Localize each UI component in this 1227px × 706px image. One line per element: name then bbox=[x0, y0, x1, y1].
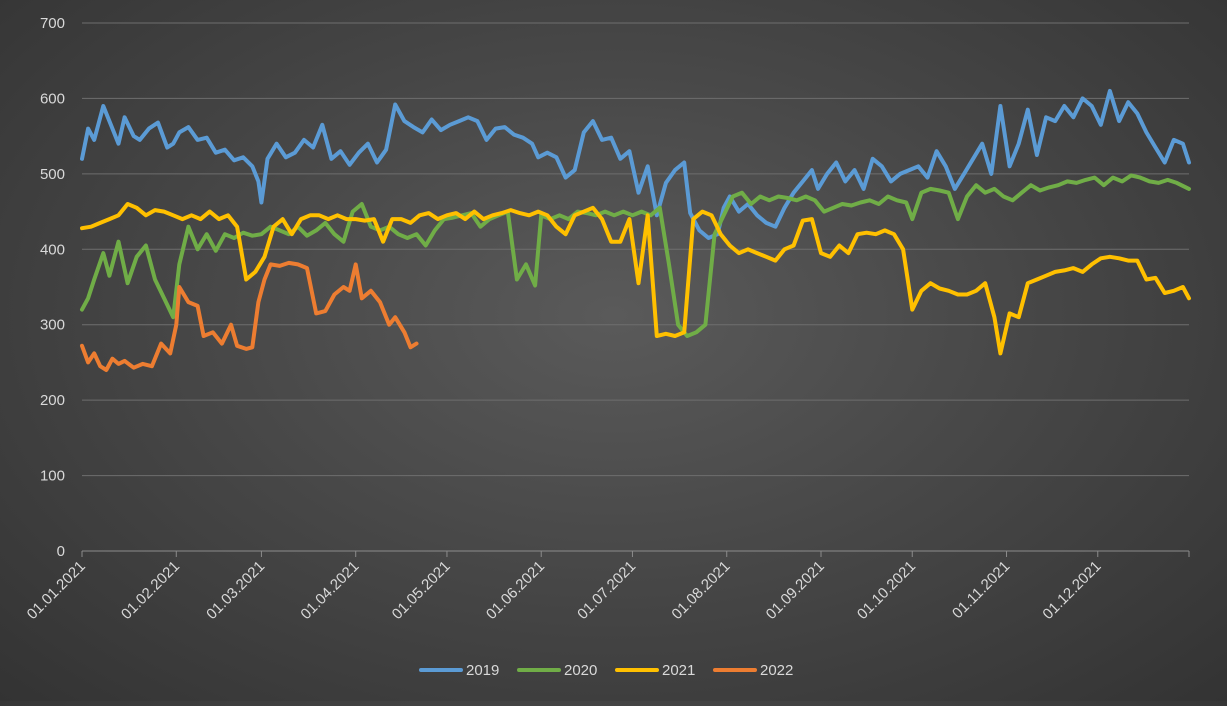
series-line-2021 bbox=[80, 202, 1191, 356]
x-tick-label: 01.04.2021 bbox=[297, 558, 362, 623]
x-tick-label: 01.10.2021 bbox=[854, 558, 919, 623]
legend-label-2020: 2020 bbox=[564, 662, 597, 679]
y-tick-label: 600 bbox=[40, 90, 65, 107]
x-tick-label: 01.11.2021 bbox=[949, 558, 1013, 622]
series-line-2020 bbox=[80, 173, 1191, 338]
x-tick-label: 01.09.2021 bbox=[763, 558, 828, 623]
series-line-2022 bbox=[80, 260, 419, 372]
x-tick-label: 01.03.2021 bbox=[203, 558, 268, 623]
series-lines bbox=[80, 88, 1191, 372]
x-tick-label: 01.12.2021 bbox=[1039, 558, 1104, 623]
y-axis: 0 100 200 300 400 500 600 700 bbox=[40, 15, 65, 560]
x-tick-label: 01.05.2021 bbox=[389, 558, 454, 623]
y-tick-label: 300 bbox=[40, 317, 65, 334]
series-line-2019 bbox=[80, 88, 1191, 240]
y-tick-label: 0 bbox=[57, 543, 65, 560]
y-tick-label: 200 bbox=[40, 392, 65, 409]
y-tick-label: 500 bbox=[40, 166, 65, 183]
legend-label-2021: 2021 bbox=[662, 662, 695, 679]
y-tick-label: 100 bbox=[40, 468, 65, 485]
y-tick-label: 700 bbox=[40, 15, 65, 32]
x-tick-label: 01.08.2021 bbox=[668, 558, 733, 623]
x-tick-label: 01.06.2021 bbox=[483, 558, 548, 623]
x-tick-label: 01.02.2021 bbox=[118, 558, 183, 623]
legend-label-2019: 2019 bbox=[466, 662, 499, 679]
y-tick-label: 400 bbox=[40, 241, 65, 258]
x-tick-label: 01.01.2021 bbox=[24, 558, 89, 623]
legend: 2019 2020 2021 2022 bbox=[419, 662, 793, 679]
x-axis: 01.01.2021 01.02.2021 01.03.2021 01.04.2021… bbox=[24, 550, 1190, 623]
legend-label-2022: 2022 bbox=[760, 662, 793, 679]
x-tick-label: 01.07.2021 bbox=[574, 558, 639, 623]
